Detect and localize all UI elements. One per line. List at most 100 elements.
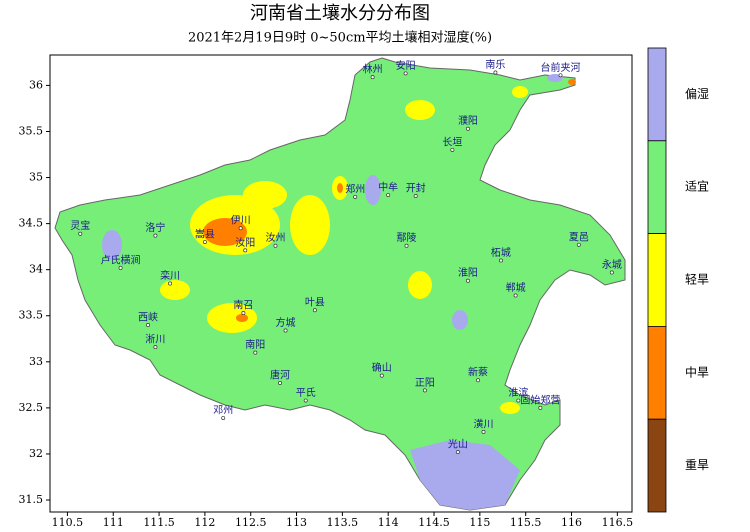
station-dot — [558, 73, 563, 78]
station-label: 叶县 — [305, 297, 325, 309]
legend-label: 偏湿 — [685, 86, 709, 101]
station-label: 确山 — [372, 361, 392, 374]
station-dot — [465, 126, 470, 131]
station-dot — [303, 398, 308, 403]
x-tick-label: 116.5 — [602, 516, 634, 528]
dry-patch — [203, 218, 247, 246]
x-tick-label: 115.5 — [510, 516, 542, 528]
station-dot — [273, 243, 278, 248]
dry-patch — [408, 271, 432, 299]
station-label: 灵宝 — [70, 219, 90, 232]
station-label: 郸城 — [506, 281, 526, 294]
station-label: 夏邑 — [569, 231, 589, 243]
station-label: 淅川 — [145, 334, 165, 346]
x-tick-label: 114 — [378, 516, 399, 528]
x-tick-label: 115 — [469, 516, 490, 528]
station-label: 长垣 — [442, 136, 462, 148]
station-dot — [450, 147, 455, 152]
station-dot — [498, 258, 503, 263]
station-dot — [493, 70, 498, 75]
wet-patch — [452, 310, 468, 330]
legend-swatch — [647, 233, 667, 327]
station-label: 卢氏横涧 — [101, 253, 141, 266]
station-label: 郑州 — [345, 182, 365, 195]
station-label: 正阳 — [415, 377, 435, 389]
station-label: 南召 — [233, 298, 253, 311]
dry-patch — [290, 195, 330, 255]
station-label: 方城 — [276, 316, 296, 329]
station-dot — [146, 323, 151, 327]
dry-patch — [236, 314, 248, 322]
station-dot — [513, 293, 518, 298]
station-dot — [153, 345, 158, 350]
dry-patch — [512, 86, 528, 98]
station-label: 潢川 — [474, 417, 494, 430]
dry-patch — [500, 402, 520, 414]
station-dot — [243, 248, 248, 253]
y-tick-label: 33.5 — [19, 309, 44, 322]
station-label: 柘城 — [491, 246, 511, 259]
station-label: 台前夹河 — [541, 61, 581, 74]
station-label: 栾川 — [160, 269, 180, 282]
y-tick-label: 35 — [29, 171, 43, 184]
dry-patch — [243, 181, 287, 209]
station-dot — [283, 328, 288, 333]
station-label: 邓州 — [213, 405, 233, 417]
station-label: 淮滨 — [508, 386, 528, 399]
station-dot — [353, 194, 358, 199]
station-dot — [221, 416, 226, 420]
y-tick-label: 32.5 — [19, 401, 44, 414]
station-dot — [386, 193, 391, 197]
x-tick-label: 111.5 — [143, 516, 175, 528]
station-label: 开封 — [406, 181, 426, 194]
station-label: 光山 — [448, 438, 468, 451]
station-label: 西峡 — [138, 310, 158, 323]
x-tick-label: 112 — [194, 516, 215, 528]
station-dot — [403, 71, 408, 76]
legend-swatch — [647, 418, 667, 513]
station-dot — [78, 231, 83, 236]
station-dot — [422, 388, 427, 393]
station-label: 唐河 — [270, 369, 290, 382]
station-label: 汝阳 — [235, 236, 255, 249]
subtitle: 2021年2月19日9时 0~50cm平均土壤相对湿度(%) — [188, 30, 492, 46]
legend-swatch — [647, 325, 667, 420]
legend-swatch — [647, 140, 667, 235]
x-tick-label: 113.5 — [327, 516, 359, 528]
station-dot — [278, 381, 283, 385]
dry-patch — [207, 303, 257, 333]
station-dot — [202, 240, 207, 244]
legend-label: 适宜 — [685, 179, 709, 194]
station-dot — [609, 270, 614, 275]
y-tick-label: 32 — [29, 447, 43, 460]
station-dot — [413, 194, 418, 198]
station-label: 中牟 — [378, 181, 398, 194]
station-dot — [576, 242, 581, 247]
station-dot — [153, 233, 158, 238]
station-label: 淮阳 — [458, 267, 478, 279]
station-dot — [476, 378, 480, 383]
legend-label: 轻旱 — [685, 273, 709, 287]
station-dot — [538, 405, 543, 410]
station-dot — [241, 311, 246, 315]
station-dot — [168, 281, 173, 286]
station-label: 平氏 — [296, 387, 316, 399]
station-dot — [516, 398, 521, 403]
legend-swatch — [647, 47, 667, 142]
station-dot — [253, 350, 258, 355]
y-tick-label: 35.5 — [19, 124, 44, 137]
station-label: 安阳 — [396, 59, 416, 72]
x-tick-label: 111 — [103, 516, 124, 528]
title: 河南省土壤水分分布图 — [250, 3, 430, 24]
station-dot — [238, 226, 243, 231]
x-tick-label: 114.5 — [418, 516, 450, 528]
legend-label: 中旱 — [685, 364, 709, 379]
station-label: 林州 — [363, 63, 383, 76]
wet-patch — [410, 440, 520, 510]
y-tick-label: 34 — [29, 263, 43, 276]
moisture-patches — [102, 74, 576, 510]
wet-patch — [365, 175, 381, 205]
station-dot — [481, 429, 486, 434]
y-tick-label: 31.5 — [19, 493, 44, 506]
